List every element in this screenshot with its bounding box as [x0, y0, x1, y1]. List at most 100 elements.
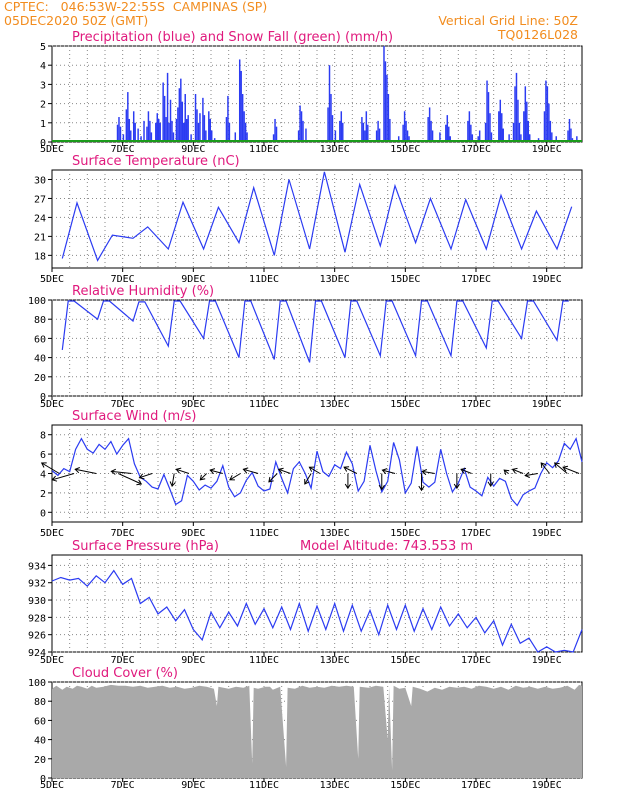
x-tick-label: 5DEC [40, 655, 64, 666]
wind-vector-head [229, 475, 235, 481]
x-tick-label: 5DEC [40, 274, 64, 285]
precip-bar [484, 122, 487, 142]
panel-annotation: Model Altitude: 743.553 m [300, 539, 473, 554]
y-tick-label: 2 [40, 489, 46, 500]
wind-vector-head [199, 474, 206, 481]
precip-bar [439, 132, 441, 142]
precip-bar [240, 70, 242, 142]
precip-bar [387, 94, 390, 142]
precip-bar [330, 94, 332, 142]
y-tick-label: 934 [28, 561, 46, 572]
precip-bar [408, 136, 410, 142]
precip-bar [567, 130, 569, 142]
x-tick-label: 17DEC [461, 528, 491, 539]
precip-bar [127, 92, 129, 142]
series-line-temp [61, 171, 573, 262]
precip-bar [128, 118, 131, 142]
wind-vector-head [138, 473, 145, 480]
wind-vector-head [169, 481, 176, 488]
precip-bar [246, 132, 248, 142]
precip-bar [183, 122, 185, 142]
precip-bar [177, 107, 179, 142]
precip-bar [118, 117, 120, 142]
wind-vector [199, 473, 207, 481]
precip-bar [448, 126, 450, 142]
wind-vector [562, 466, 580, 474]
precip-bar [403, 111, 406, 142]
header-station: CPTEC: 046:53W-22:55S CAMPINAS (SP) [4, 0, 268, 14]
y-tick-label: 4 [40, 61, 46, 72]
x-tick-label: 13DEC [320, 655, 350, 666]
precip-bar [190, 134, 192, 142]
precip-bar [502, 128, 504, 142]
precip-bar [172, 132, 175, 142]
x-tick-label: 19DEC [532, 144, 562, 155]
x-tick-label: 7DEC [111, 780, 135, 791]
precip-bar [196, 109, 198, 142]
precip-bar [143, 120, 145, 142]
precip-bar [116, 124, 119, 142]
x-tick-label: 17DEC [461, 399, 491, 410]
precip-bar [185, 118, 188, 142]
precip-bar [199, 113, 201, 142]
y-tick-label: 20 [34, 755, 46, 766]
wind-vector [309, 466, 321, 474]
precip-bar [549, 120, 552, 142]
wind-vector-head [110, 468, 117, 475]
precip-bar [389, 118, 391, 142]
x-tick-label: 15DEC [390, 655, 420, 666]
wind-vector-head [421, 469, 427, 476]
precip-bar [132, 111, 135, 142]
precip-bar [228, 122, 231, 142]
panel-press: 924 926 928 930 932 934 5DEC 7DEC 9DEC 11DEC 13DEC… [28, 539, 583, 666]
precip-bar [130, 130, 132, 142]
wind-vector-head [51, 475, 58, 482]
y-tick-label: 80 [34, 315, 46, 326]
x-tick-label: 19DEC [532, 655, 562, 666]
precip-bar [523, 111, 525, 142]
precip-bar [468, 111, 471, 142]
precip-bar [524, 86, 527, 142]
x-tick-label: 17DEC [461, 780, 491, 791]
y-tick-label: 3 [40, 80, 46, 91]
precip-bar [184, 94, 186, 142]
wind-vector [139, 473, 153, 479]
x-tick-label: 9DEC [181, 655, 205, 666]
precip-bar [203, 115, 206, 142]
precip-bar [163, 95, 166, 142]
x-tick-label: 17DEC [461, 655, 491, 666]
precip-bar [171, 120, 173, 142]
x-tick-label: 13DEC [320, 144, 350, 155]
precip-bar [227, 95, 229, 142]
precip-bar [274, 118, 276, 142]
wind-vector-head [74, 467, 80, 474]
wind-vector [176, 468, 190, 474]
wind-vector [75, 468, 97, 474]
x-tick-label: 5DEC [40, 528, 64, 539]
x-tick-label: 15DEC [390, 144, 420, 155]
y-tick-label: 40 [34, 354, 46, 365]
precip-bar [305, 128, 307, 142]
wind-vector-head [460, 467, 467, 474]
precip-bar [520, 134, 522, 142]
precip-bar [487, 92, 490, 142]
wind-vector [304, 473, 312, 485]
wind-vector [422, 470, 435, 474]
x-tick-label: 9DEC [181, 274, 205, 285]
precip-bar [445, 124, 447, 142]
precip-bar [406, 130, 409, 142]
y-tick-label: 27 [34, 194, 46, 205]
precip-bar [365, 111, 368, 142]
y-tick-label: 5 [40, 42, 46, 53]
precip-bar [302, 120, 304, 142]
panel-temp: 18 21 24 27 30 5DEC 7DEC 9DEC 11DEC 13DEC 15DEC 17D… [34, 154, 583, 285]
wind-vector [229, 473, 241, 481]
wind-vector-head [378, 484, 385, 491]
wind-vector-head [268, 476, 274, 483]
y-tick-label: 24 [34, 213, 46, 224]
precip-bar [568, 118, 571, 142]
precip-bar [430, 120, 432, 142]
precip-bar [498, 111, 500, 142]
precip-bar [543, 111, 546, 142]
